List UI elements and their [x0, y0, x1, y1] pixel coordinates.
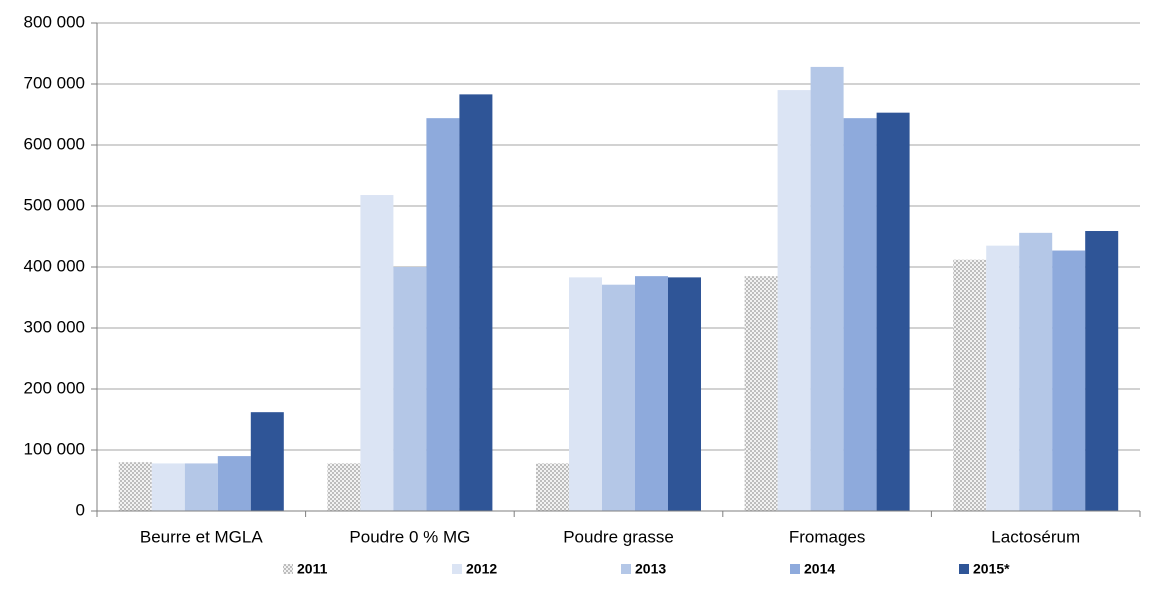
bar [250, 412, 284, 511]
bar [1052, 250, 1086, 511]
bar [843, 118, 877, 511]
y-tick-label: 700 000 [24, 73, 85, 92]
bar [459, 94, 493, 512]
y-tick-label: 0 [76, 500, 85, 519]
legend-label: 2011 [297, 561, 328, 577]
x-tick-label: Beurre et MGLA [140, 527, 263, 546]
legend-label: 2014 [804, 561, 835, 577]
y-tick-label: 600 000 [24, 134, 85, 153]
y-tick-label: 100 000 [24, 439, 85, 458]
legend-swatch [621, 564, 631, 574]
bar [744, 276, 778, 511]
bar [151, 463, 185, 511]
y-tick-label: 500 000 [24, 195, 85, 214]
bar [668, 277, 701, 511]
bar [217, 456, 251, 511]
bar [184, 463, 218, 511]
bar [426, 118, 460, 511]
y-tick-label: 400 000 [24, 256, 85, 275]
legend-swatch [452, 564, 462, 574]
bar [360, 195, 394, 511]
bar [536, 463, 569, 511]
bar [810, 66, 844, 512]
legend-label: 2013 [635, 561, 666, 577]
bar [876, 112, 910, 512]
legend-label: 2012 [466, 561, 497, 577]
bar [635, 276, 668, 511]
y-tick-label: 300 000 [24, 317, 85, 336]
bar [602, 284, 635, 511]
bar [393, 267, 427, 511]
bar [1019, 232, 1053, 511]
legend-label: 2015* [973, 561, 1010, 577]
bar [327, 463, 361, 511]
bar [118, 462, 152, 511]
bar [1085, 231, 1119, 511]
x-tick-label: Lactosérum [991, 527, 1080, 546]
x-tick-label: Poudre 0 % MG [349, 527, 470, 546]
bar [986, 245, 1020, 511]
x-tick-label: Poudre grasse [563, 527, 674, 546]
x-tick-label: Fromages [789, 527, 866, 546]
bar [777, 90, 811, 511]
bar [569, 277, 602, 511]
legend-swatch [959, 564, 969, 574]
legend-swatch [283, 564, 293, 574]
legend-swatch [790, 564, 800, 574]
y-tick-label: 800 000 [24, 12, 85, 31]
y-tick-label: 200 000 [24, 378, 85, 397]
bar [953, 259, 987, 511]
